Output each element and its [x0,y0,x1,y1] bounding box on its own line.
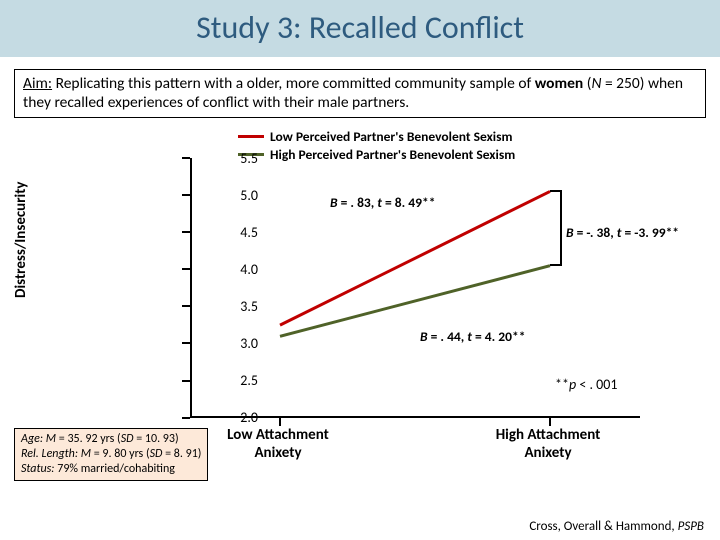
title-band: Study 3: Recalled Conflict [0,0,720,57]
legend-swatch-low [238,135,264,138]
legend-item-low: Low Perceived Partner's Benevolent Sexis… [238,128,515,145]
ytick-label: 5.5 [218,150,258,167]
annotation-high: B = . 44, t = 4. 20** [420,328,525,345]
info-age: Age: M = 35. 92 yrs (SD = 10. 93) [21,432,201,447]
y-axis-label: Distress/Insecurity [12,181,30,298]
aim-box: Aim: Replicating this pattern with a old… [14,69,706,118]
annotation-low: B = . 83, t = 8. 49** [330,194,435,211]
sample-info-box: Age: M = 35. 92 yrs (SD = 10. 93) Rel. L… [14,428,208,481]
info-rel: Rel. Length: M = 9. 80 yrs (SD = 8. 91) [21,447,201,462]
citation: Cross, Overall & Hammond, PSPB [529,519,704,534]
xtick-label: Low Attachment Anixety [208,426,348,462]
ytick-label: 2.0 [218,409,258,426]
ytick-label: 4.5 [218,224,258,241]
ytick-label: 3.5 [218,298,258,315]
aim-prefix: Aim: [23,74,52,93]
diff-bracket [550,190,562,266]
annotation-diff: B = -. 38, t = -3. 99** [566,224,679,241]
significance-note: **p < . 001 [555,376,617,393]
page-title: Study 3: Recalled Conflict [0,8,720,47]
series-low [280,191,550,325]
ytick-label: 5.0 [218,187,258,204]
ytick-label: 3.0 [218,335,258,352]
chart: Low Perceived Partner's Benevolent Sexis… [0,128,720,498]
ytick-label: 2.5 [218,372,258,389]
xtick-label: High Attachment Anixety [478,426,618,462]
ytick-label: 4.0 [218,261,258,278]
info-status: Status: 79% married/cohabiting [21,462,201,477]
series-high [280,265,550,336]
